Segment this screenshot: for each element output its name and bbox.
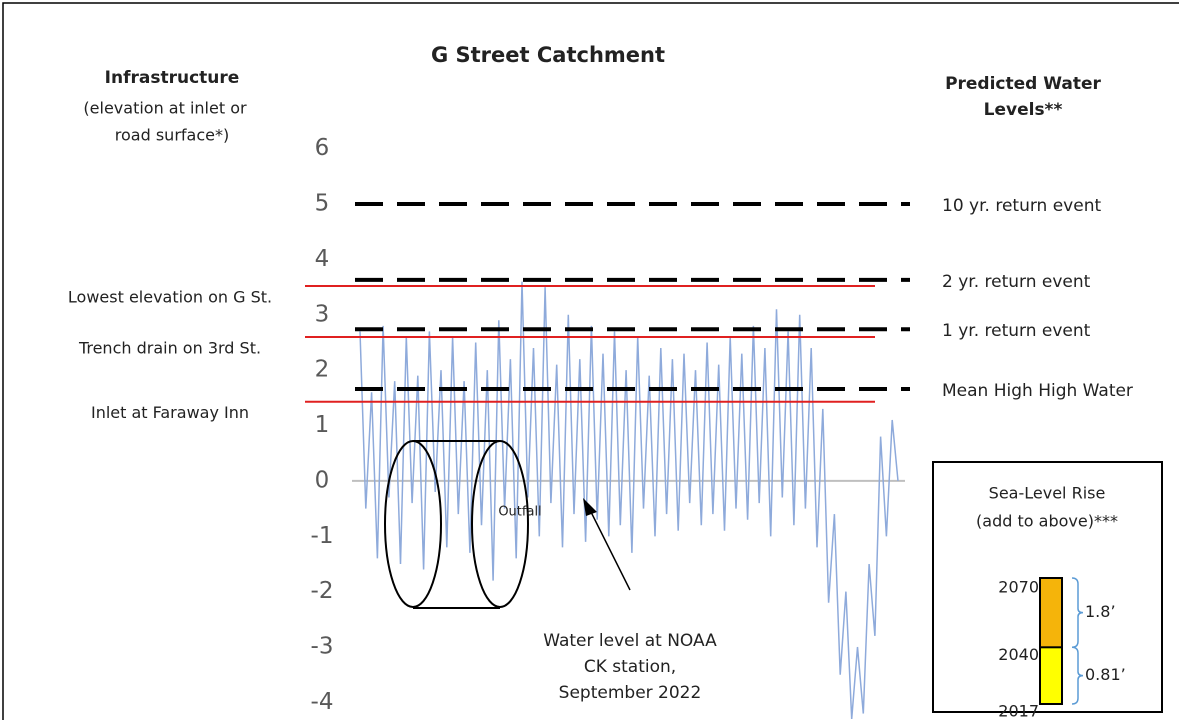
plot: -4 -3 -2 -1 0 1 2 3 4 5 6 — [305, 135, 910, 720]
infrastructure-label: Trench drain on 3rd St. — [78, 338, 261, 357]
annotation: Water level at NOAA — [543, 631, 717, 651]
outfall-label: Outfall — [498, 505, 541, 520]
right-heading: Predicted Water — [945, 74, 1101, 94]
brace — [1071, 577, 1084, 649]
y-tick-label: -1 — [311, 523, 334, 549]
arrow-head — [583, 498, 597, 516]
infrastructure-label: Inlet at Faraway Inn — [91, 403, 249, 422]
outfall-end — [384, 440, 442, 608]
left-heading: Infrastructure — [105, 68, 240, 88]
outfall-body — [413, 440, 500, 609]
slr-increment-label: 0.81’ — [1085, 665, 1126, 684]
predicted-level-label: Mean High High Water — [942, 381, 1133, 401]
y-tick-label: -3 — [311, 634, 334, 660]
y-tick-label: 6 — [315, 135, 330, 161]
predicted-level-label: 2 yr. return event — [942, 272, 1091, 292]
slr-year: 2017 — [998, 702, 1039, 720]
y-tick-label: 2 — [315, 357, 330, 383]
y-tick-label: 4 — [315, 246, 330, 272]
inset-title: Sea-Level Rise — [989, 484, 1106, 503]
left-subheading: road surface*) — [115, 126, 229, 145]
chart-title: G Street Catchment — [431, 43, 665, 67]
annotation: CK station, — [584, 657, 676, 677]
y-tick-label: 3 — [315, 301, 330, 327]
left-subheading: (elevation at inlet or — [83, 99, 247, 118]
infrastructure-label: Lowest elevation on G St. — [68, 288, 272, 307]
slr-increment-label: 1.8’ — [1085, 602, 1116, 621]
y-tick-label: -2 — [311, 578, 334, 604]
predicted-level-label: 1 yr. return event — [942, 321, 1091, 341]
predicted-level-label: 10 yr. return event — [942, 196, 1101, 216]
sea-level-rise-inset: Sea-Level Rise (add to above)*** 2070 204… — [932, 461, 1163, 720]
y-tick-label: 1 — [315, 412, 330, 438]
inset-title: (add to above)*** — [976, 512, 1118, 531]
slr-bar — [1039, 646, 1063, 705]
arrow — [589, 509, 631, 591]
y-tick-label: -4 — [311, 689, 334, 715]
y-tick-label: 5 — [315, 191, 330, 217]
water-level-line — [359, 281, 899, 720]
annotation: September 2022 — [559, 683, 702, 703]
right-heading: Levels** — [984, 100, 1063, 120]
brace — [1071, 646, 1084, 705]
y-tick-label: 0 — [315, 467, 330, 493]
slr-year: 2040 — [998, 645, 1039, 664]
slr-year: 2070 — [998, 578, 1039, 597]
outfall: Outfall — [384, 440, 542, 609]
outfall-end — [471, 440, 529, 608]
